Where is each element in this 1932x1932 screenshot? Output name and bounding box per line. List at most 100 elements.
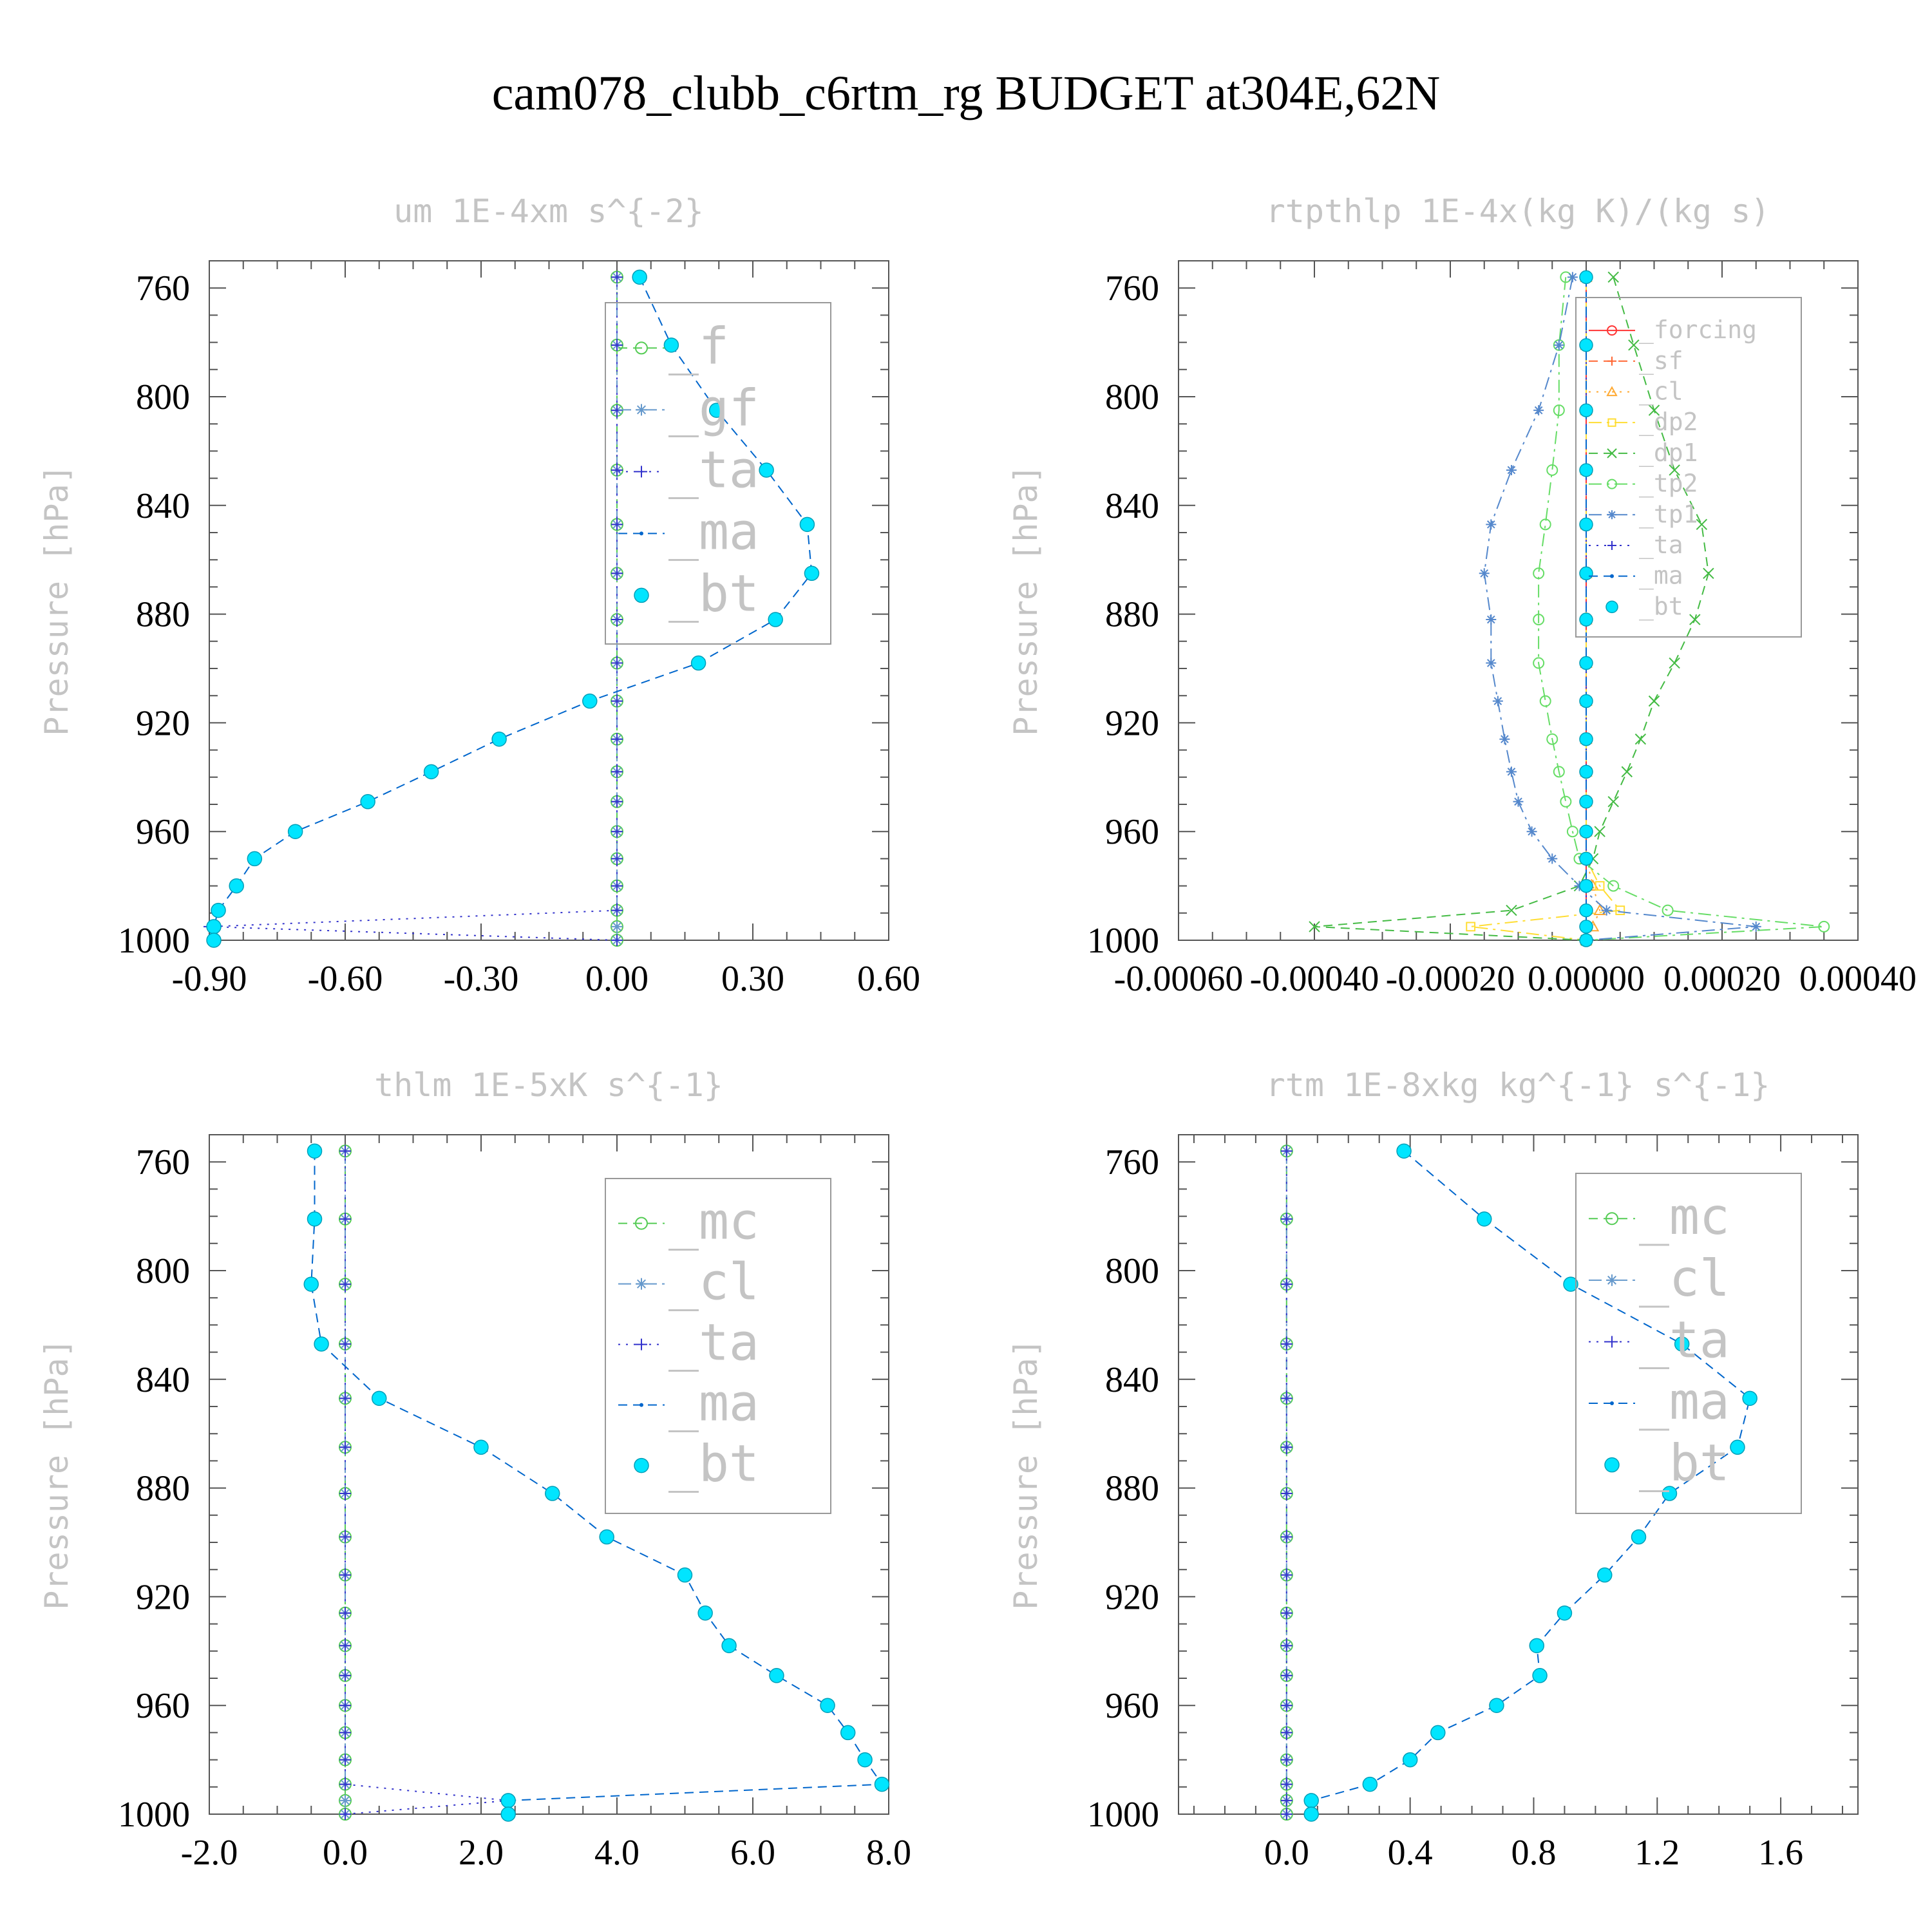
- data-point: [1506, 904, 1517, 916]
- data-point: [1601, 905, 1612, 916]
- series-line: [209, 277, 618, 941]
- legend-label: _ma: [668, 503, 759, 561]
- data-point: [339, 1754, 351, 1766]
- x-tick-label: 4.0: [594, 1833, 639, 1873]
- x-tick-label: 0.0: [1264, 1833, 1309, 1873]
- data-point: [314, 1336, 329, 1352]
- data-point: [1280, 1441, 1293, 1454]
- data-point: [1560, 795, 1572, 808]
- y-tick-label: 1000: [1087, 1795, 1159, 1835]
- data-point: [1280, 1754, 1293, 1766]
- data-point: [1553, 404, 1565, 417]
- data-point: [1506, 766, 1517, 777]
- legend-marker: [1607, 418, 1616, 427]
- data-point: [611, 657, 623, 669]
- legend-box: [605, 302, 831, 645]
- data-point: [339, 1794, 351, 1806]
- y-axis-label: Pressure [hPa]: [38, 1338, 75, 1609]
- data-point: [1648, 695, 1660, 707]
- data-point: [857, 1752, 873, 1768]
- x-tick-label: 1.6: [1758, 1833, 1803, 1873]
- legend-label: _dp2: [1639, 408, 1698, 437]
- legend-label: _bt: [668, 1435, 759, 1493]
- data-point: [611, 880, 623, 892]
- panel-title: um 1E-4xm s^{-2}: [393, 193, 704, 230]
- data-point: [611, 339, 623, 351]
- y-axis-label: Pressure [hPa]: [38, 464, 75, 735]
- legend-label: _bt: [1639, 592, 1683, 621]
- data-point: [1579, 270, 1593, 285]
- data-point: [611, 464, 623, 476]
- legend-label: _ma: [668, 1375, 759, 1433]
- y-tick-label: 840: [136, 486, 190, 526]
- legend-marker: [1607, 356, 1616, 366]
- data-point: [611, 934, 623, 946]
- panel-2: rtpthlp 1E-4x(kg K)/(kg s) Pressure [hPa]…: [1007, 193, 1917, 999]
- data-point: [1579, 656, 1593, 670]
- panel-title: rtpthlp 1E-4x(kg K)/(kg s): [1266, 193, 1770, 230]
- data-point: [1566, 826, 1578, 838]
- data-point: [721, 1638, 737, 1654]
- data-point: [1579, 903, 1593, 918]
- series-line: [345, 1151, 509, 1815]
- data-point: [1486, 658, 1497, 668]
- series-bt: [1579, 270, 1593, 947]
- y-tick-label: 760: [1105, 1142, 1159, 1182]
- data-point: [1597, 1567, 1613, 1583]
- data-point: [1669, 657, 1680, 669]
- legend-label: _ta: [668, 1314, 759, 1372]
- data-point: [582, 693, 598, 709]
- data-point: [1557, 1605, 1573, 1621]
- data-point: [206, 933, 222, 948]
- data-point: [690, 655, 706, 671]
- y-tick-label: 1000: [1087, 921, 1159, 961]
- data-point: [339, 1808, 351, 1820]
- data-point: [1280, 1727, 1293, 1739]
- legend-label: _bt: [1639, 1435, 1730, 1493]
- data-point: [1479, 568, 1490, 579]
- data-point: [759, 462, 774, 478]
- y-tick-label: 920: [1105, 1577, 1159, 1617]
- legend-marker: [1606, 1274, 1618, 1286]
- data-point: [339, 1441, 351, 1454]
- data-point: [1628, 339, 1640, 351]
- legend-marker: [1607, 448, 1617, 459]
- data-point: [632, 269, 647, 285]
- legend-label: _mc: [668, 1193, 759, 1251]
- series-line: [213, 276, 813, 940]
- data-point: [804, 565, 820, 582]
- data-point: [1742, 1390, 1757, 1406]
- data-point: [1579, 403, 1593, 417]
- data-point: [1402, 1752, 1418, 1768]
- legend-label: _forcing: [1639, 316, 1757, 345]
- y-tick-label: 960: [1105, 1686, 1159, 1726]
- data-point: [1280, 1607, 1293, 1619]
- data-point: [1280, 1778, 1293, 1790]
- data-point: [1489, 1698, 1504, 1713]
- series-ta: [204, 271, 623, 946]
- y-tick-label: 840: [136, 1360, 190, 1400]
- data-point: [1634, 734, 1647, 745]
- data-point: [1595, 881, 1605, 891]
- data-point: [339, 1531, 351, 1543]
- data-point: [768, 612, 783, 627]
- data-point: [1648, 404, 1660, 416]
- data-point: [1579, 878, 1593, 893]
- data-point: [1539, 518, 1551, 531]
- legend-marker: [1610, 574, 1614, 578]
- data-point: [1607, 796, 1619, 808]
- legend-box: [1575, 297, 1802, 638]
- data-point: [360, 794, 375, 810]
- x-tick-label: 0.60: [857, 959, 920, 999]
- data-point: [1546, 464, 1558, 476]
- legend-label: _cl: [1639, 377, 1683, 406]
- data-point: [1818, 920, 1830, 933]
- y-tick-label: 800: [136, 1251, 190, 1291]
- legend-label: _ta: [1639, 531, 1683, 560]
- series-ma: [309, 1149, 884, 1816]
- data-point: [339, 1213, 351, 1225]
- panel-3: thlm 1E-5xK s^{-1} Pressure [hPa] 760 800 84…: [38, 1066, 911, 1873]
- data-point: [1486, 519, 1497, 530]
- data-point: [1466, 922, 1476, 932]
- data-point: [339, 1488, 351, 1500]
